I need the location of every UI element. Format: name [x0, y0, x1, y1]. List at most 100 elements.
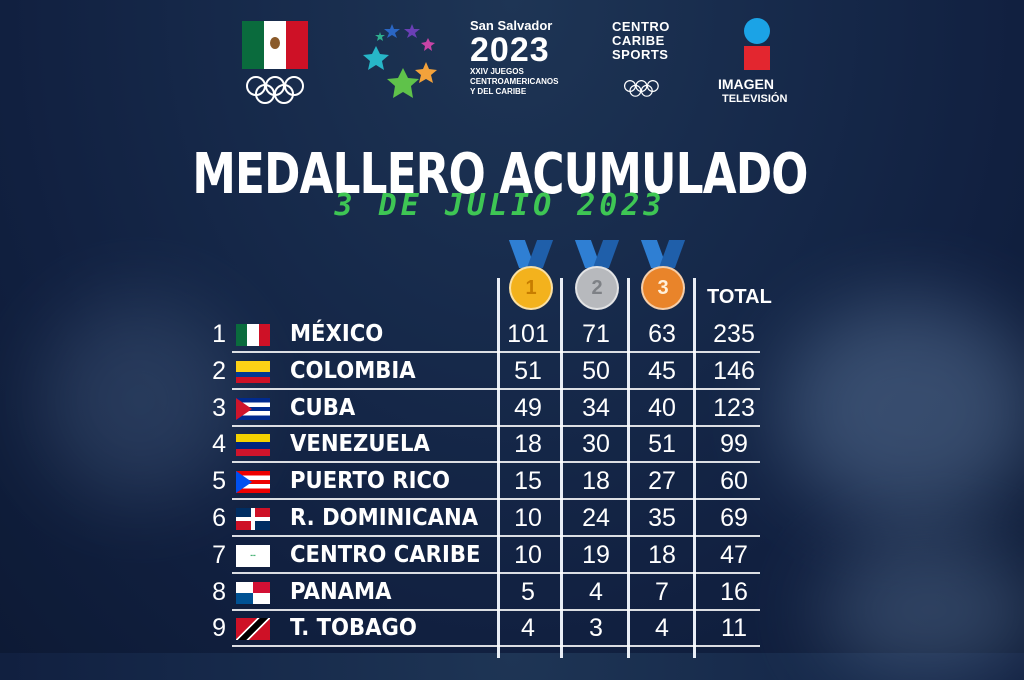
centro-caribe-logo: CENTRO CARIBE SPORTS: [612, 20, 672, 62]
column-divider: [497, 278, 500, 658]
silver-medal-number: 2: [575, 266, 619, 310]
games-name-line2: CENTROAMERICANOS: [470, 77, 559, 86]
mexico-flag-icon: [236, 324, 270, 346]
games-name-line1: XXIV JUEGOS: [470, 67, 524, 76]
imagen-name: IMAGEN: [718, 76, 774, 92]
country-name: R. DOMINICANA: [290, 505, 479, 531]
total-count: 11: [721, 614, 747, 643]
rank-cell: 1: [212, 320, 226, 348]
trinidad-tobago-flag-icon: [236, 618, 270, 641]
silver-count: 34: [582, 393, 610, 422]
silver-medal-icon: 2: [574, 240, 620, 312]
silver-count: 18: [582, 467, 610, 496]
rank-cell: 8: [212, 577, 226, 606]
bronze-count: 45: [648, 356, 676, 385]
page-title: MEDALLERO ACUMULADO: [192, 142, 808, 207]
background-smoke: [40, 300, 240, 500]
total-count: 47: [720, 540, 748, 569]
row-separator: [232, 461, 760, 464]
games-city: San Salvador: [470, 18, 553, 33]
gold-medal-icon: 1: [508, 240, 554, 312]
header-logos: San Salvador 2023 XXIV JUEGOS CENTROAMER…: [0, 0, 1024, 130]
gold-count: 101: [507, 320, 549, 348]
table-row: 6 R. DOMINICANA 10 24 35 69: [0, 500, 1024, 537]
bronze-count: 4: [655, 614, 669, 643]
column-divider: [560, 278, 563, 658]
table-row: 5 PUERTO RICO 15 18 27 60: [0, 463, 1024, 501]
total-count: 235: [713, 320, 755, 348]
table-row: 4 VENEZUELA 18 30 51 99: [0, 426, 1024, 464]
total-count: 146: [713, 356, 755, 385]
country-name: T. TOBAGO: [290, 615, 417, 642]
country-name: PANAMA: [290, 578, 392, 605]
background-smoke: [780, 300, 1024, 520]
table-row: 7 ▪▪▪ CENTRO CARIBE 10 19 18 47: [0, 537, 1024, 574]
column-divider: [693, 278, 696, 658]
olympic-rings-icon: [246, 76, 306, 104]
gold-count: 15: [514, 467, 542, 496]
row-separator: [232, 571, 760, 574]
total-count: 69: [720, 504, 748, 532]
gold-count: 51: [514, 356, 542, 385]
total-count: 99: [720, 430, 748, 459]
imagen-television: TELEVISIÓN: [722, 93, 788, 105]
rank-cell: 7: [212, 540, 226, 569]
rank-cell: 5: [212, 467, 226, 496]
centro-caribe-flag-icon: ▪▪▪: [236, 544, 270, 567]
total-count: 16: [720, 577, 748, 606]
panama-flag-icon: [236, 581, 270, 604]
row-separator: [232, 645, 760, 648]
gold-count: 4: [521, 614, 535, 643]
country-name: PUERTO RICO: [290, 468, 450, 495]
silver-count: 19: [582, 540, 610, 569]
country-name: CUBA: [290, 394, 356, 421]
row-separator: [232, 535, 760, 537]
country-name: CENTRO CARIBE: [290, 541, 481, 568]
column-divider: [627, 278, 630, 658]
rank-cell: 9: [212, 614, 226, 643]
gold-count: 5: [521, 577, 535, 606]
silver-count: 30: [582, 430, 610, 459]
gold-medal-number: 1: [509, 266, 553, 310]
gold-count: 18: [514, 430, 542, 459]
centro-caribe-rings-icon: [624, 80, 659, 97]
country-name: VENEZUELA: [290, 431, 430, 458]
centro-caribe-line1: CENTRO: [612, 19, 670, 34]
puerto-rico-flag-icon: [236, 471, 270, 494]
bronze-count: 27: [648, 467, 676, 496]
table-row: 3 CUBA 49 34 40 123: [0, 390, 1024, 427]
rank-cell: 2: [212, 356, 226, 385]
table-row: 8 PANAMA 5 4 7 16: [0, 574, 1024, 611]
colombia-flag-icon: [236, 360, 270, 383]
total-column-header: TOTAL: [707, 286, 772, 308]
row-separator: [232, 424, 760, 427]
rank-cell: 3: [212, 393, 226, 422]
row-separator: [232, 498, 760, 501]
silver-count: 24: [582, 504, 610, 532]
table-row: 2 COLOMBIA 51 50 45 146: [0, 353, 1024, 390]
gold-count: 49: [514, 393, 542, 422]
silver-count: 3: [589, 614, 603, 643]
centro-caribe-line3: SPORTS: [612, 47, 669, 62]
bronze-count: 63: [648, 320, 676, 348]
dominican-republic-flag-icon: [236, 508, 270, 530]
games-name-line3: Y DEL CARIBE: [470, 87, 527, 96]
bronze-count: 40: [648, 393, 676, 422]
gold-count: 10: [514, 504, 542, 532]
silver-count: 4: [589, 577, 603, 606]
table-row: 9 T. TOBAGO 4 3 4 11: [0, 610, 1024, 648]
imagen-logo-icon: [744, 18, 770, 70]
games-logo-text: San Salvador 2023 XXIV JUEGOS CENTROAMER…: [470, 18, 580, 97]
silver-count: 71: [582, 320, 610, 348]
rank-cell: 6: [212, 504, 226, 532]
games-stars-logo: [363, 24, 437, 98]
row-separator: [232, 387, 760, 390]
page-date-subtitle: 3 DE JULIO 2023: [334, 188, 666, 223]
table-row: 1 MÉXICO 101 71 63 235: [0, 316, 1024, 353]
bronze-medal-icon: 3: [640, 240, 686, 312]
bronze-count: 7: [655, 577, 669, 606]
bronze-count: 18: [648, 540, 676, 569]
rank-cell: 4: [212, 430, 226, 459]
bronze-medal-number: 3: [641, 266, 685, 310]
total-count: 60: [720, 467, 748, 496]
